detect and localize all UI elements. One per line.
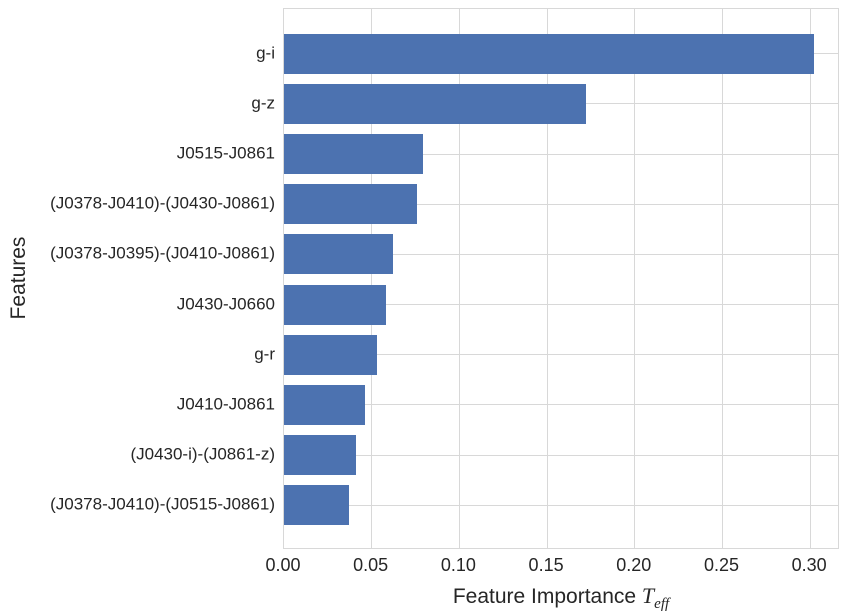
y-tick-label: (J0430-i)-(J0861-z) bbox=[130, 444, 275, 464]
y-tick-label: (J0378-J0395)-(J0410-J0861) bbox=[50, 243, 275, 263]
x-tick-label: 0.10 bbox=[440, 555, 476, 575]
x-tick-label: 0.00 bbox=[265, 555, 301, 575]
x-tick-label: 0.20 bbox=[616, 555, 652, 575]
gridline-vertical bbox=[634, 9, 636, 548]
y-tick-label: J0515-J0861 bbox=[176, 143, 275, 163]
gridline-horizontal bbox=[284, 304, 838, 306]
gridline-horizontal bbox=[284, 203, 838, 205]
x-axis-title-symbol: T bbox=[641, 583, 655, 608]
x-axis-title-subscript: eff bbox=[654, 596, 670, 613]
bar-g-z bbox=[284, 83, 586, 124]
y-axis-title: Features bbox=[7, 236, 30, 320]
bar-(J0430-i)-(J0861-z) bbox=[284, 435, 356, 476]
bar-(J0378-J0410)-(J0430-J0861) bbox=[284, 184, 418, 225]
x-tick-label: 0.05 bbox=[353, 555, 389, 575]
bar-g-r bbox=[284, 334, 377, 375]
gridline-horizontal bbox=[284, 153, 838, 155]
gridline-vertical bbox=[458, 9, 460, 548]
x-axis-title: Feature Importance Teff bbox=[283, 583, 839, 613]
gridline-horizontal bbox=[284, 253, 838, 255]
y-tick-label: g-i bbox=[256, 43, 275, 63]
gridline-horizontal bbox=[284, 454, 838, 456]
gridline-vertical bbox=[721, 9, 723, 548]
gridline-horizontal bbox=[284, 354, 838, 356]
x-axis-title-text: Feature Importance bbox=[452, 585, 642, 608]
bar-(J0378-J0395)-(J0410-J0861) bbox=[284, 234, 393, 275]
gridline-vertical bbox=[546, 9, 548, 548]
bar-J0515-J0861 bbox=[284, 133, 423, 175]
gridline-vertical bbox=[371, 9, 373, 548]
y-tick-label: g-r bbox=[254, 344, 275, 364]
bar-J0430-J0660 bbox=[284, 284, 386, 325]
y-tick-label: J0410-J0861 bbox=[176, 394, 275, 414]
y-tick-label: (J0378-J0410)-(J0515-J0861) bbox=[50, 494, 275, 514]
x-tick-label: 0.15 bbox=[528, 555, 564, 575]
x-tick-label: 0.30 bbox=[791, 555, 827, 575]
plot-area bbox=[283, 8, 839, 549]
bar-g-i bbox=[284, 33, 814, 74]
y-tick-label: (J0378-J0410)-(J0430-J0861) bbox=[50, 193, 275, 213]
bar-(J0378-J0410)-(J0515-J0861) bbox=[284, 485, 349, 526]
y-tick-label: g-z bbox=[251, 93, 275, 113]
gridline-horizontal bbox=[284, 404, 838, 406]
y-tick-label: J0430-J0660 bbox=[176, 294, 275, 314]
gridline-vertical bbox=[809, 9, 811, 548]
bar-J0410-J0861 bbox=[284, 384, 365, 426]
x-tick-label: 0.25 bbox=[703, 555, 740, 575]
gridline-horizontal bbox=[284, 504, 838, 506]
